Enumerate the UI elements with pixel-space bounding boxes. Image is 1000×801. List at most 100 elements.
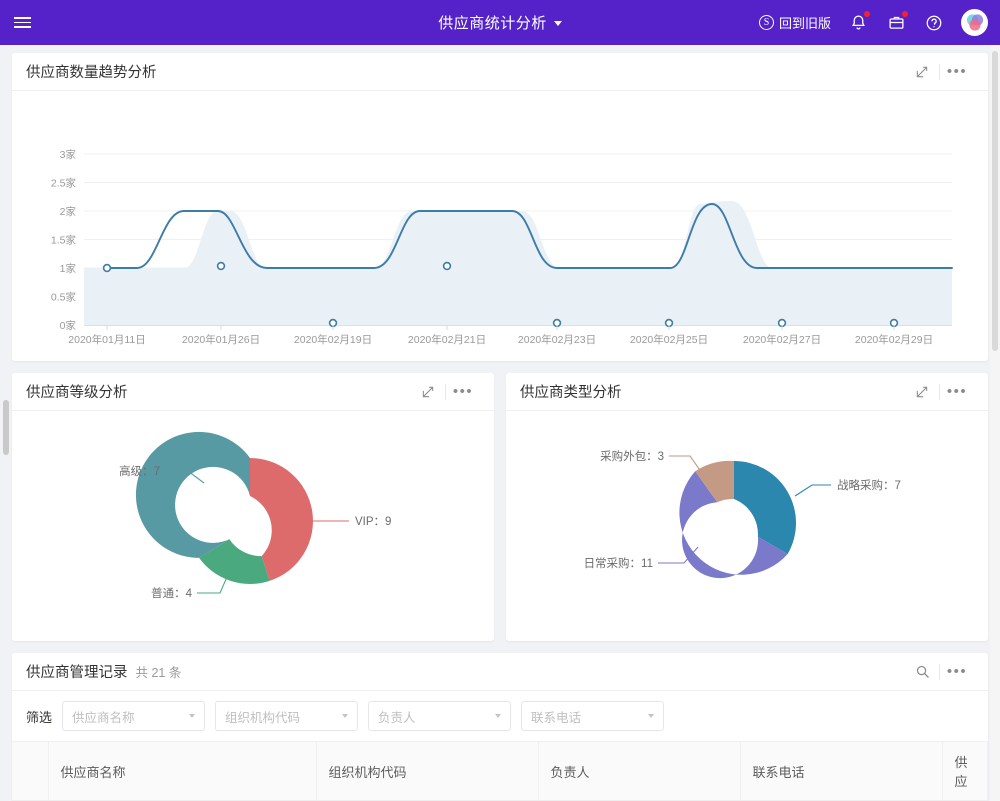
y-tick-0: 0家 [60,319,77,332]
analysis-row: 供应商等级分析 ••• [12,373,988,641]
supplier-records-header: 供应商管理记录 共 21 条 ••• [12,653,988,691]
y-tick-1: 1家 [60,262,77,275]
action-divider [939,663,940,680]
supplier-grade-donut-chart: VIP：9 高级：7 普通：4 [12,411,494,641]
currency-icon: S [758,15,774,30]
donut-slice-putong[interactable] [199,539,270,584]
filter-org-code-value: 组织机构代码 [225,710,301,725]
x-tick-4: 2020年02月23日 [518,333,596,346]
type-card-header: 供应商类型分析 ••• [506,373,988,411]
donut-label-gaoji: 高级：7 [119,464,160,478]
column-phone[interactable]: 联系电话 [740,742,943,801]
filter-supplier-name[interactable]: 供应商名称 [62,701,206,731]
donut-slice-gaoji[interactable] [135,431,250,558]
donut-slice-outsourcing[interactable] [695,460,734,503]
hamburger-icon[interactable] [14,17,54,28]
chevron-down-icon [495,714,502,718]
supplier-records-card: 供应商管理记录 共 21 条 ••• 筛选 供应商名称 组织机构代码 [12,653,988,801]
x-tick-3: 2020年02月21日 [408,333,486,346]
filter-owner[interactable]: 负责人 [368,701,512,731]
supplier-type-donut-chart: 战略采购：7 日常采购：11 采购外包：3 [506,411,988,641]
bell-icon[interactable] [847,10,870,34]
data-point[interactable] [216,261,226,271]
filter-phone[interactable]: 联系电话 [521,701,665,731]
grade-card-actions: ••• [411,373,480,410]
donut-slice-vip[interactable] [250,458,313,581]
donut-slice-strategic[interactable] [734,461,797,554]
help-icon[interactable] [923,12,945,34]
donut-label-putong: 普通：4 [151,586,192,600]
action-divider [939,383,940,400]
column-supplier-type[interactable]: 供应 [942,742,988,801]
left-scrollbar-thumb[interactable] [3,400,9,455]
data-point[interactable] [102,263,112,273]
trend-card-header: 供应商数量趋势分析 ••• [12,53,988,91]
y-tick-2-5: 2.5家 [51,177,77,190]
page-scrollbar[interactable] [990,45,1000,801]
supplier-records-table: 供应商名称 组织机构代码 负责人 联系电话 供应 1 景宁畲族自治县阳龙酒业有限… [12,742,988,801]
donut-leader-line [669,455,703,474]
trend-card: 供应商数量趋势分析 ••• [12,53,988,361]
notification-badge [864,10,870,17]
chevron-down-icon [342,714,349,718]
column-owner[interactable]: 负责人 [538,742,741,801]
donut-leader-line [165,470,205,484]
x-tick-7: 2020年02月29日 [855,333,933,346]
data-point[interactable] [442,261,452,271]
donut-leader-line [794,484,831,497]
more-icon[interactable]: ••• [452,382,474,400]
page-scrollbar-thumb[interactable] [992,51,998,351]
x-tick-0: 2020年01月11日 [68,333,145,346]
avatar[interactable] [961,9,988,36]
type-card: 供应商类型分析 ••• [506,373,988,641]
dashboard-body: 供应商数量趋势分析 ••• [0,45,1000,801]
action-divider [445,383,446,400]
back-to-old-version-button[interactable]: S 回到旧版 [758,13,831,32]
donut-label-vip: VIP：9 [355,516,391,528]
chevron-down-icon [648,714,655,718]
filter-org-code[interactable]: 组织机构代码 [215,701,359,731]
expand-icon[interactable] [905,373,939,410]
donut-leader-line [197,576,228,594]
column-org-code[interactable]: 组织机构代码 [316,742,539,801]
x-tick-5: 2020年02月25日 [630,333,708,346]
donut-slice-daily[interactable] [679,471,788,579]
more-icon[interactable]: ••• [946,662,968,680]
table-header-row: 供应商名称 组织机构代码 负责人 联系电话 供应 [12,742,988,801]
y-tick-3: 3家 [60,148,77,161]
y-tick-1-5: 1.5家 [51,234,77,247]
donut-label-daily: 日常采购：11 [584,556,653,570]
filter-supplier-name-value: 供应商名称 [72,710,135,725]
column-supplier-name[interactable]: 供应商名称 [48,742,317,801]
search-icon[interactable] [905,653,939,690]
expand-icon[interactable] [411,373,445,410]
donut-label-outsourcing: 采购外包：3 [600,449,664,463]
filter-phone-value: 联系电话 [531,710,582,725]
filter-label: 筛选 [26,709,53,725]
type-card-title: 供应商类型分析 [520,385,622,401]
x-tick-1: 2020年01月26日 [182,333,260,346]
y-tick-0-5: 0.5家 [51,291,77,304]
supplier-records-title: 供应商管理记录 [26,665,128,681]
trend-line [106,203,953,269]
top-bar: 供应商统计分析 S 回到旧版 [0,0,1000,45]
y-tick-2: 2家 [60,205,77,218]
x-tick-6: 2020年02月27日 [743,333,821,346]
expand-icon[interactable] [905,53,939,90]
briefcase-icon[interactable] [885,10,908,34]
back-to-old-version-label: 回到旧版 [778,16,831,31]
chevron-down-icon[interactable] [553,21,562,26]
action-divider [939,63,940,80]
more-icon[interactable]: ••• [946,382,968,400]
donut-leader-line [658,546,699,564]
grade-card: 供应商等级分析 ••• [12,373,494,641]
x-tick-2: 2020年02月19日 [294,333,372,346]
page-title-text[interactable]: 供应商统计分析 [438,15,547,32]
filter-owner-value: 负责人 [378,710,416,725]
more-icon[interactable]: ••• [946,62,968,80]
record-count: 共 21 条 [135,666,182,680]
trend-card-title: 供应商数量趋势分析 [26,65,157,81]
supplier-count-trend-chart: 3家 2.5家 2家 1.5家 1家 0.5家 0家 [12,91,988,361]
grade-card-header: 供应商等级分析 ••• [12,373,494,411]
type-card-actions: ••• [905,373,974,410]
